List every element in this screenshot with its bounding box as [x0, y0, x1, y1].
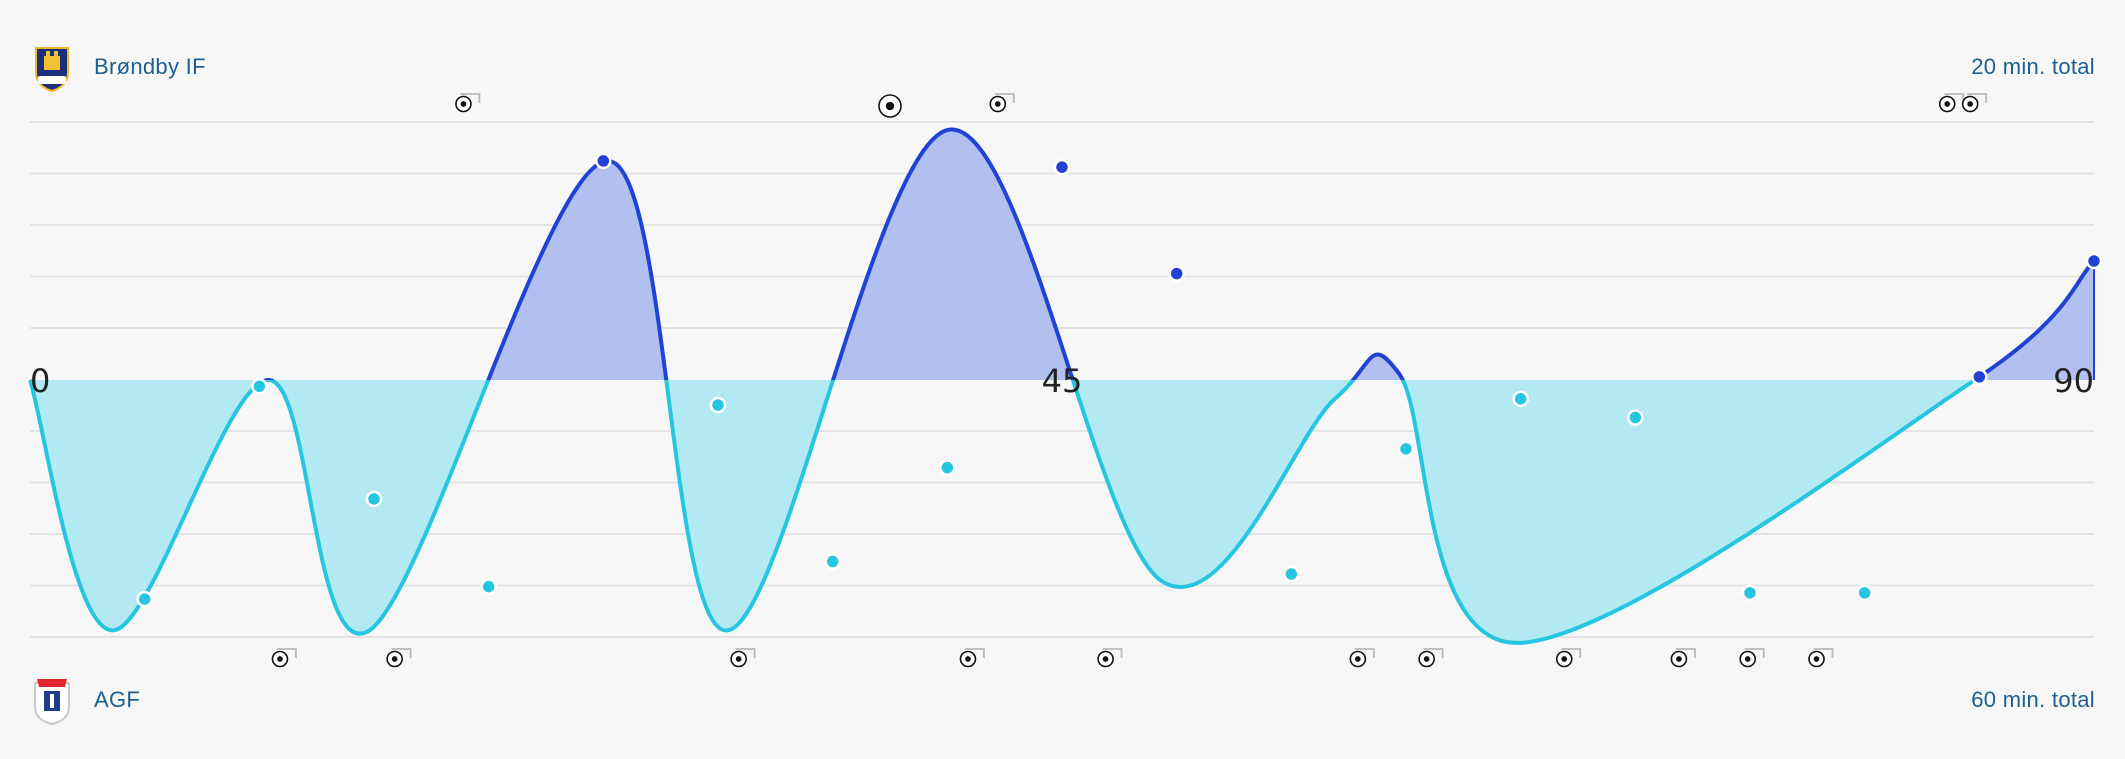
ball-center-patch — [1354, 656, 1361, 662]
ball-center-patch — [1944, 101, 1951, 107]
ball-center-patch — [965, 656, 971, 662]
minute-tick-label: 45 — [1042, 362, 1083, 400]
goal-frame — [276, 648, 297, 658]
ball-center-patch — [1813, 656, 1820, 662]
home-momentum-point — [1971, 368, 1988, 386]
chart-areas — [30, 129, 2094, 643]
away-momentum-point — [1283, 565, 1300, 583]
goal-frame — [1967, 93, 1988, 103]
goal-frame — [1744, 648, 1765, 658]
away-momentum-point — [709, 396, 727, 414]
goal-frame — [1813, 648, 1834, 658]
home-shot-icon — [1961, 93, 1988, 113]
ball-center-patch — [1423, 656, 1430, 662]
away-team-name[interactable]: AGF — [94, 687, 141, 712]
away-shot-icon — [1418, 648, 1444, 668]
home-team-row: Brøndby IF 20 min. total — [30, 42, 2095, 92]
chart-labels: 0 45 90 — [30, 362, 2094, 400]
chart-events — [271, 93, 1988, 668]
home-momentum-point — [595, 152, 612, 170]
minute-tick-label: 0 — [30, 362, 50, 400]
home-momentum-point — [1053, 158, 1071, 176]
home-goal-icon — [878, 94, 902, 118]
goal-frame — [964, 648, 985, 658]
away-shot-icon — [1097, 648, 1123, 668]
goal-frame — [1423, 648, 1444, 658]
goal-frame — [1354, 648, 1375, 658]
goal-frame — [1675, 648, 1696, 658]
away-shot-icon — [1808, 648, 1834, 668]
home-shot-icon — [455, 93, 481, 113]
goal-frame — [1102, 648, 1123, 658]
chart-points — [136, 152, 2103, 608]
away-momentum-point — [1627, 409, 1644, 426]
away-momentum-point — [136, 590, 153, 608]
home-momentum-point — [2085, 252, 2103, 270]
away-team-info: AGF — [30, 675, 140, 725]
away-shot-icon — [386, 648, 412, 668]
minute-tick-label: 90 — [2053, 362, 2094, 400]
home-team-info: Brøndby IF — [30, 42, 206, 92]
away-shot-icon — [959, 648, 985, 668]
ball-center-patch — [277, 656, 283, 662]
chart-lines — [28, 127, 2096, 645]
agf-crest-icon — [34, 679, 70, 725]
home-team-total: 20 min. total — [1971, 54, 2095, 79]
home-momentum-point — [1168, 265, 1185, 282]
goal-frame — [1561, 648, 1582, 658]
away-team-row: AGF 60 min. total — [30, 675, 2095, 725]
home-shot-icon — [1938, 93, 1965, 113]
away-shot-icon — [1349, 648, 1375, 668]
goal-frame — [735, 648, 756, 658]
ball-center-patch — [1676, 656, 1682, 662]
away-momentum-point — [939, 459, 956, 476]
broendby-crest-icon — [35, 47, 69, 92]
home-shot-icon — [989, 93, 1015, 113]
away-shot-icon — [1555, 648, 1582, 668]
goal-frame — [994, 93, 1015, 103]
away-shot-icon — [271, 648, 297, 668]
away-momentum-area — [30, 380, 2094, 643]
ball-center-patch — [1967, 101, 1974, 107]
ball-center-patch — [994, 101, 1001, 107]
ball-center-patch — [885, 101, 895, 111]
away-momentum-point — [251, 378, 268, 395]
away-momentum-line — [28, 380, 1979, 645]
ball-center-patch — [735, 656, 742, 662]
away-momentum-point — [480, 578, 497, 595]
away-team-total: 60 min. total — [1971, 687, 2095, 712]
goal-frame — [460, 93, 481, 103]
home-momentum-line — [30, 127, 2096, 380]
goal-frame — [391, 648, 412, 658]
ball-center-patch — [1561, 656, 1568, 662]
ball-center-patch — [460, 101, 467, 107]
away-shot-icon — [1670, 648, 1696, 668]
away-momentum-point — [1856, 584, 1873, 602]
ball-center-patch — [391, 656, 398, 662]
ball-center-patch — [1102, 656, 1109, 662]
away-shot-icon — [730, 648, 756, 668]
ball-center-patch — [1744, 656, 1751, 662]
away-momentum-point — [824, 553, 841, 570]
away-momentum-point — [365, 490, 383, 508]
home-team-name[interactable]: Brøndby IF — [94, 54, 206, 79]
away-momentum-point — [1512, 390, 1529, 408]
home-momentum-area — [30, 129, 2094, 380]
away-momentum-point — [1741, 584, 1759, 602]
away-shot-icon — [1739, 648, 1765, 668]
away-momentum-point — [1397, 440, 1415, 458]
